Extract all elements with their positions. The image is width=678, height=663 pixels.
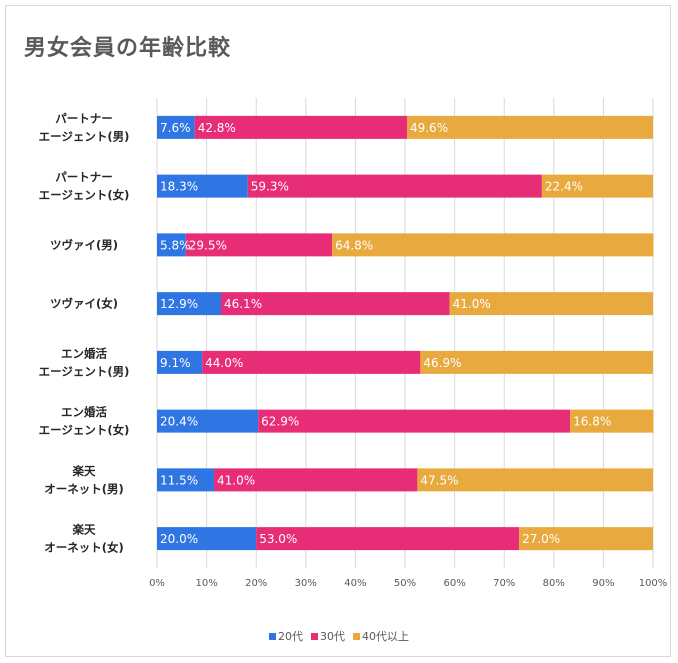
category-label: エン婚活エージェント(男)	[39, 346, 130, 378]
category-label-line: ツヴァイ(男)	[50, 238, 118, 252]
bar-segment	[258, 409, 571, 433]
legend-item: 40代以上	[353, 628, 409, 644]
data-label: 22.4%	[545, 180, 583, 194]
bar-segment	[247, 174, 542, 198]
data-label: 53.0%	[259, 532, 297, 546]
x-tick-label: 90%	[592, 578, 614, 589]
data-label: 64.8%	[335, 238, 373, 252]
bar-segment	[157, 174, 248, 198]
x-tick-label: 40%	[344, 578, 366, 589]
data-label: 11.5%	[160, 473, 198, 487]
category-label-line: オーネット(男)	[44, 482, 124, 496]
category-label-line: エージェント(女)	[39, 188, 130, 202]
bar-segment	[157, 115, 195, 139]
data-label: 44.0%	[205, 356, 243, 370]
data-label: 59.3%	[251, 180, 289, 194]
legend-label: 30代	[320, 630, 345, 643]
bar-segment	[157, 233, 186, 257]
data-label: 49.6%	[410, 121, 448, 135]
category-label-line: エージェント(男)	[39, 364, 130, 378]
bar-segment	[214, 468, 418, 492]
category-label-line: エン婚活	[61, 405, 107, 419]
category-label-line: パートナー	[55, 111, 113, 125]
bar-segment	[194, 115, 407, 139]
category-label: ツヴァイ(男)	[50, 238, 118, 252]
bar-segment	[417, 468, 653, 492]
category-label-line: エン婚活	[61, 346, 107, 360]
data-label: 47.5%	[420, 473, 458, 487]
category-label: 楽天オーネット(男)	[44, 464, 124, 496]
category-label-line: エージェント(女)	[39, 423, 130, 437]
category-label-line: ツヴァイ(女)	[50, 297, 118, 311]
bar-segment	[157, 468, 215, 492]
legend-swatch	[269, 632, 276, 640]
bars	[157, 115, 654, 551]
bar-segment	[449, 292, 653, 316]
category-label-line: 楽天	[72, 464, 96, 478]
gridlines	[156, 98, 654, 568]
x-tick-label: 50%	[394, 578, 416, 589]
x-tick-label: 80%	[543, 578, 565, 589]
legend-label: 20代	[278, 630, 303, 643]
bar-segment	[541, 174, 653, 198]
category-label-line: パートナー	[55, 170, 113, 184]
x-tick-label: 100%	[639, 578, 668, 589]
legend-label: 40代以上	[362, 630, 409, 643]
category-label-line: エージェント(男)	[39, 129, 130, 143]
category-label: パートナーエージェント(男)	[39, 111, 130, 143]
legend-swatch	[311, 632, 318, 640]
data-label: 7.6%	[160, 121, 191, 135]
bar-segment	[157, 409, 259, 433]
data-label: 5.8%	[160, 238, 191, 252]
data-label: 20.0%	[160, 532, 198, 546]
category-label: ツヴァイ(女)	[50, 297, 118, 311]
data-label: 27.0%	[522, 532, 560, 546]
bar-segment	[220, 292, 450, 316]
bar-segment	[406, 115, 653, 139]
data-label: 16.8%	[573, 415, 611, 429]
bar-segment	[332, 233, 654, 257]
category-label: 楽天オーネット(女)	[44, 523, 124, 555]
x-tick-label: 10%	[195, 578, 217, 589]
bar-segment	[256, 527, 520, 551]
x-tick-label: 20%	[245, 578, 267, 589]
data-label: 20.4%	[160, 415, 198, 429]
bar-segment	[157, 350, 203, 374]
bar-segment	[570, 409, 654, 433]
data-label: 46.9%	[423, 356, 461, 370]
data-label: 42.8%	[198, 121, 236, 135]
data-label: 62.9%	[261, 415, 299, 429]
bar-segment	[185, 233, 333, 257]
data-label: 41.0%	[217, 473, 255, 487]
category-labels: パートナーエージェント(男)パートナーエージェント(女)ツヴァイ(男)ツヴァイ(…	[39, 111, 130, 554]
legend-item: 30代	[311, 628, 345, 644]
legend: 20代 30代 40代以上	[0, 628, 678, 644]
x-tick-label: 70%	[493, 578, 515, 589]
bar-segment	[202, 350, 421, 374]
category-label: エン婚活エージェント(女)	[39, 405, 130, 437]
legend-swatch	[353, 632, 360, 640]
data-label: 9.1%	[160, 356, 191, 370]
legend-item: 20代	[269, 628, 303, 644]
data-label: 12.9%	[160, 297, 198, 311]
data-label: 46.1%	[224, 297, 262, 311]
data-label: 18.3%	[160, 180, 198, 194]
category-label-line: 楽天	[72, 523, 96, 537]
category-label-line: オーネット(女)	[44, 541, 124, 555]
bar-segment	[157, 527, 257, 551]
x-tick-label: 0%	[149, 578, 165, 589]
chart-title: 男女会員の年齢比較	[24, 36, 232, 61]
x-tick-label: 30%	[295, 578, 317, 589]
bar-segment	[519, 527, 653, 551]
x-tick-label: 60%	[443, 578, 465, 589]
x-axis-tick-labels: 0% 10% 20% 30% 40% 50% 60% 70% 80% 90% 100%	[149, 578, 667, 589]
data-label: 29.5%	[189, 238, 227, 252]
bar-segment	[420, 350, 653, 374]
data-labels: 7.6% 42.8% 49.6% 18.3% 59.3% 22.4% 5.8%29.5% 64…	[160, 121, 611, 546]
bar-segment	[157, 292, 221, 316]
data-label: 41.0%	[453, 297, 491, 311]
category-label: パートナーエージェント(女)	[39, 170, 130, 202]
